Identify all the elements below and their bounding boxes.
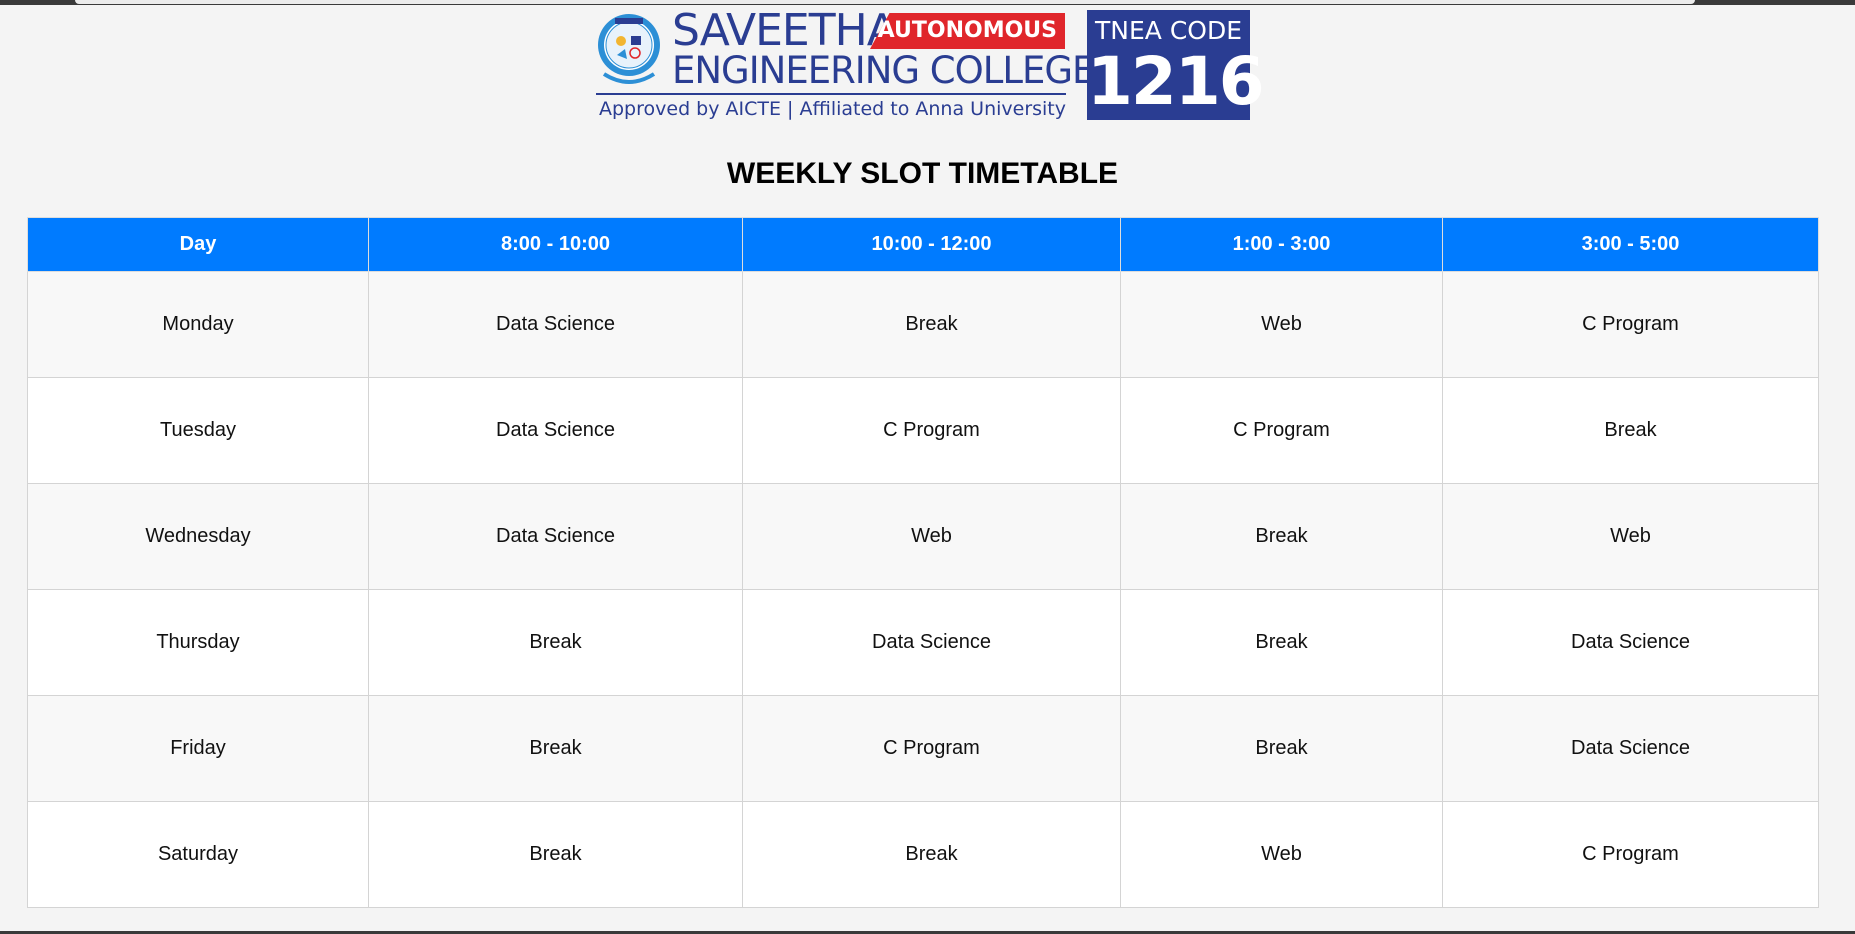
slot-cell: Data Science (368, 483, 743, 590)
slot-cell: C Program (1442, 271, 1819, 378)
college-logo-banner: SAVEETHA AUTONOMOUS ENGINEERING COLLEGE … (593, 5, 1265, 121)
column-header-slot-1: 8:00 - 10:00 (368, 217, 743, 272)
day-cell: Tuesday (27, 377, 369, 484)
table-row: Friday Break C Program Break Data Scienc… (27, 695, 1819, 802)
autonomous-badge: AUTONOMOUS (870, 13, 1065, 49)
day-cell: Thursday (27, 589, 369, 696)
tnea-code-box: TNEA CODE 1216 (1087, 10, 1265, 120)
day-cell: Saturday (27, 801, 369, 908)
slot-cell: Break (1120, 483, 1443, 590)
slot-cell: Break (368, 695, 743, 802)
tnea-code-label: TNEA CODE (1095, 16, 1242, 45)
address-bar-edge[interactable] (75, 0, 1695, 4)
college-seal-icon (598, 14, 660, 84)
slot-cell: Data Science (742, 589, 1121, 696)
table-row: Saturday Break Break Web C Program (27, 801, 1819, 908)
college-name-main: SAVEETHA (672, 5, 897, 56)
browser-bottom-edge (0, 931, 1855, 934)
slot-cell: Break (1120, 695, 1443, 802)
browser-top-edge (0, 0, 1855, 5)
table-header-row: Day 8:00 - 10:00 10:00 - 12:00 1:00 - 3:… (27, 217, 1819, 272)
slot-cell: Web (742, 483, 1121, 590)
slot-cell: C Program (742, 695, 1121, 802)
slot-cell: Web (1120, 271, 1443, 378)
slot-cell: Web (1442, 483, 1819, 590)
table-row: Tuesday Data Science C Program C Program… (27, 377, 1819, 484)
slot-cell: Data Science (368, 271, 743, 378)
slot-cell: Break (368, 589, 743, 696)
table-row: Thursday Break Data Science Break Data S… (27, 589, 1819, 696)
day-cell: Friday (27, 695, 369, 802)
column-header-day: Day (27, 217, 369, 272)
college-tagline: Approved by AICTE | Affiliated to Anna U… (599, 98, 1067, 120)
column-header-slot-4: 3:00 - 5:00 (1442, 217, 1819, 272)
column-header-slot-3: 1:00 - 3:00 (1120, 217, 1443, 272)
day-cell: Wednesday (27, 483, 369, 590)
day-cell: Monday (27, 271, 369, 378)
page-title: WEEKLY SLOT TIMETABLE (726, 157, 1119, 190)
slot-cell: Break (368, 801, 743, 908)
column-header-slot-2: 10:00 - 12:00 (742, 217, 1121, 272)
table-row: Wednesday Data Science Web Break Web (27, 483, 1819, 590)
slot-cell: Data Science (1442, 695, 1819, 802)
slot-cell: Data Science (1442, 589, 1819, 696)
slot-cell: Break (1120, 589, 1443, 696)
slot-cell: C Program (1442, 801, 1819, 908)
slot-cell: C Program (1120, 377, 1443, 484)
tnea-code-value: 1216 (1087, 43, 1265, 120)
slot-cell: Break (1442, 377, 1819, 484)
table-row: Monday Data Science Break Web C Program (27, 271, 1819, 378)
logo-divider (596, 93, 1066, 95)
slot-cell: Web (1120, 801, 1443, 908)
timetable: Day 8:00 - 10:00 10:00 - 12:00 1:00 - 3:… (27, 217, 1819, 908)
slot-cell: Break (742, 271, 1121, 378)
college-name-sub: ENGINEERING COLLEGE (672, 49, 1095, 92)
slot-cell: C Program (742, 377, 1121, 484)
slot-cell: Break (742, 801, 1121, 908)
slot-cell: Data Science (368, 377, 743, 484)
